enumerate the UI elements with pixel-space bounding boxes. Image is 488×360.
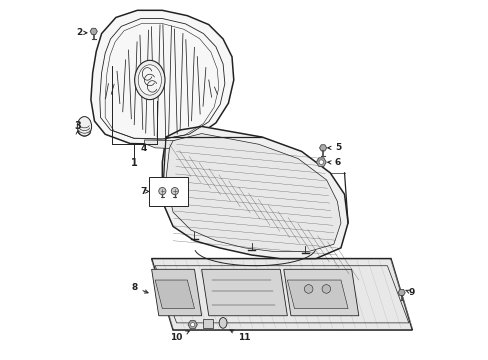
Text: 7: 7	[140, 187, 149, 196]
Text: 6: 6	[327, 158, 341, 167]
Text: 10: 10	[170, 331, 189, 342]
Polygon shape	[397, 289, 405, 296]
Polygon shape	[283, 269, 358, 316]
Ellipse shape	[138, 65, 161, 95]
Text: 3: 3	[74, 121, 81, 131]
Polygon shape	[91, 10, 233, 144]
Circle shape	[304, 285, 312, 293]
Polygon shape	[151, 258, 411, 330]
Text: 1: 1	[131, 158, 138, 168]
Circle shape	[318, 160, 323, 165]
Polygon shape	[165, 134, 340, 251]
Text: 9: 9	[405, 288, 414, 297]
Text: 4: 4	[140, 141, 162, 153]
Polygon shape	[162, 126, 347, 258]
Text: 2: 2	[76, 28, 87, 37]
Circle shape	[159, 188, 165, 195]
Polygon shape	[316, 158, 325, 166]
Polygon shape	[287, 280, 347, 309]
Polygon shape	[155, 280, 194, 309]
Text: 8: 8	[131, 283, 148, 293]
Polygon shape	[188, 321, 197, 329]
Ellipse shape	[134, 60, 164, 100]
Text: 5: 5	[327, 143, 341, 152]
Text: 11: 11	[230, 330, 250, 342]
Polygon shape	[319, 145, 326, 151]
Polygon shape	[144, 140, 183, 149]
Ellipse shape	[219, 318, 226, 328]
Circle shape	[171, 188, 178, 195]
FancyBboxPatch shape	[203, 319, 213, 328]
Ellipse shape	[77, 117, 91, 136]
FancyBboxPatch shape	[149, 177, 188, 206]
Polygon shape	[201, 269, 287, 316]
Polygon shape	[90, 28, 97, 35]
Polygon shape	[151, 269, 201, 316]
Circle shape	[322, 285, 330, 293]
Circle shape	[190, 323, 194, 327]
